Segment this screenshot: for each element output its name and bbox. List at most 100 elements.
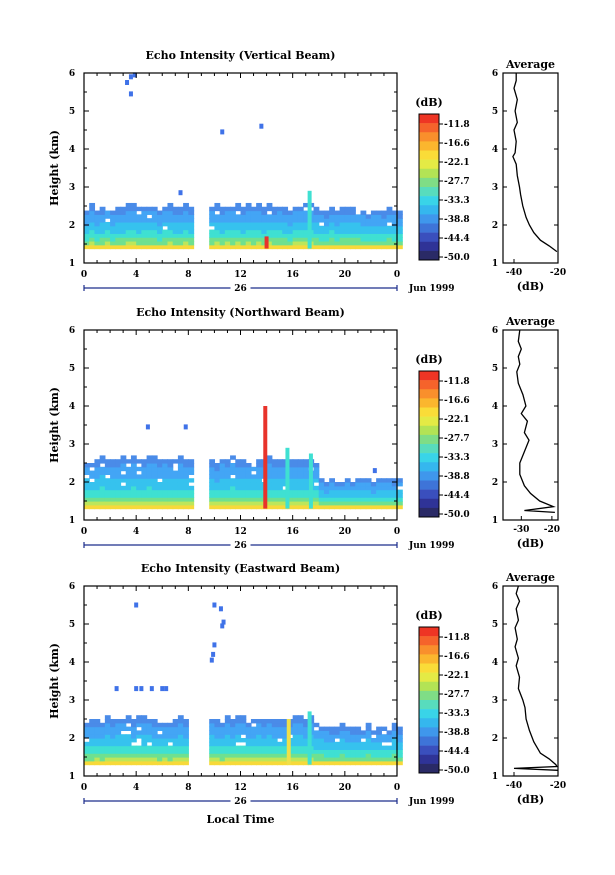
isolated-echo bbox=[128, 74, 133, 80]
echo-cell bbox=[89, 229, 96, 234]
echo-cell bbox=[141, 218, 148, 223]
echo-cell bbox=[157, 722, 163, 728]
echo-cell bbox=[167, 218, 174, 223]
echo-cell bbox=[282, 463, 289, 468]
echo-cell bbox=[172, 237, 179, 242]
echo-cell bbox=[99, 489, 106, 494]
average-y-tick-label: 1 bbox=[492, 516, 498, 526]
colorbar-tick-label: -16.6 bbox=[444, 396, 470, 406]
colorbar-segment bbox=[419, 380, 439, 390]
echo-cell bbox=[386, 225, 393, 231]
echo-cell bbox=[209, 466, 216, 472]
average-x-label: (dB) bbox=[517, 280, 544, 293]
echo-cell bbox=[391, 504, 398, 510]
echo-cell bbox=[141, 221, 148, 227]
echo-cell bbox=[261, 741, 268, 747]
echo-cell bbox=[104, 221, 111, 227]
echo-cell bbox=[235, 214, 242, 219]
echo-cell bbox=[94, 745, 101, 750]
echo-cell bbox=[297, 504, 304, 510]
echo-cell bbox=[303, 482, 309, 487]
echo-cell bbox=[167, 726, 174, 731]
echo-cell bbox=[339, 206, 346, 212]
echo-cell bbox=[303, 463, 309, 468]
echo-cell bbox=[334, 757, 341, 762]
echo-cell bbox=[183, 229, 189, 234]
echo-cell bbox=[261, 722, 268, 728]
echo-cell bbox=[397, 244, 403, 250]
echo-cell bbox=[397, 741, 403, 747]
echo-cell bbox=[391, 497, 398, 502]
isolated-echo bbox=[145, 424, 150, 430]
echo-cell bbox=[214, 244, 221, 250]
echo-cell bbox=[381, 237, 388, 242]
echo-cell bbox=[151, 237, 158, 242]
echo-cell bbox=[104, 482, 111, 487]
echo-cell bbox=[104, 738, 111, 743]
isolated-echo bbox=[149, 686, 154, 692]
echo-cell bbox=[370, 760, 377, 766]
echo-cell bbox=[115, 738, 122, 743]
echo-cell bbox=[89, 722, 96, 728]
echo-cell bbox=[94, 738, 101, 743]
echo-cell bbox=[146, 738, 153, 743]
echo-cell bbox=[141, 214, 148, 219]
echo-cell bbox=[99, 722, 106, 728]
echo-cell bbox=[344, 757, 351, 762]
echo-cell bbox=[292, 753, 299, 758]
echo-cell bbox=[115, 218, 122, 223]
echo-cell bbox=[151, 225, 158, 231]
colorbar-tick-label: -33.3 bbox=[444, 196, 470, 206]
echo-cell bbox=[344, 210, 351, 215]
echo-cell bbox=[360, 225, 367, 231]
echo-cell bbox=[115, 244, 122, 250]
echo-cell bbox=[177, 229, 184, 234]
echo-cell bbox=[360, 221, 367, 227]
echo-cell bbox=[219, 730, 226, 735]
echo-cell bbox=[271, 757, 278, 762]
echo-cell bbox=[350, 233, 356, 238]
echo-cell bbox=[266, 233, 273, 238]
echo-cell bbox=[370, 745, 377, 750]
echo-cell bbox=[250, 478, 257, 483]
echo-cell bbox=[115, 734, 122, 739]
echo-cell bbox=[141, 504, 148, 510]
echo-cell bbox=[104, 726, 111, 731]
echo-cell bbox=[334, 489, 341, 494]
echo-cell bbox=[271, 730, 278, 735]
echo-cell bbox=[183, 749, 189, 754]
y-tick-label: 2 bbox=[69, 734, 75, 744]
echo-cell bbox=[136, 749, 142, 754]
colorbar-tick-label: -50.0 bbox=[444, 510, 470, 520]
echo-cell bbox=[115, 722, 122, 728]
echo-cell bbox=[266, 749, 273, 754]
echo-cell bbox=[115, 466, 122, 472]
echo-cell bbox=[224, 497, 231, 502]
echo-cell bbox=[271, 463, 278, 468]
echo-cell bbox=[115, 726, 122, 731]
echo-cell bbox=[172, 497, 179, 502]
echo-cell bbox=[230, 463, 236, 468]
echo-cell bbox=[177, 741, 184, 747]
echo-cell bbox=[277, 210, 283, 215]
plume-2 bbox=[307, 190, 312, 249]
echo-cell bbox=[397, 233, 403, 238]
echo-cell bbox=[339, 722, 346, 728]
echo-cell bbox=[386, 218, 393, 223]
echo-cell bbox=[167, 210, 174, 215]
echo-cell bbox=[209, 244, 216, 250]
echo-cell bbox=[376, 489, 382, 494]
echo-cell bbox=[120, 757, 127, 762]
echo-cell bbox=[277, 214, 283, 219]
echo-cell bbox=[235, 221, 242, 227]
echo-cell bbox=[313, 497, 320, 502]
echo-cell bbox=[110, 501, 116, 506]
echo-cell bbox=[151, 730, 158, 735]
echo-cell bbox=[214, 202, 221, 208]
echo-cell bbox=[339, 485, 346, 491]
echo-cell bbox=[235, 719, 242, 724]
echo-cell bbox=[167, 745, 174, 750]
isolated-echo bbox=[372, 468, 377, 474]
echo-cell bbox=[303, 466, 309, 472]
echo-cell bbox=[339, 493, 346, 498]
